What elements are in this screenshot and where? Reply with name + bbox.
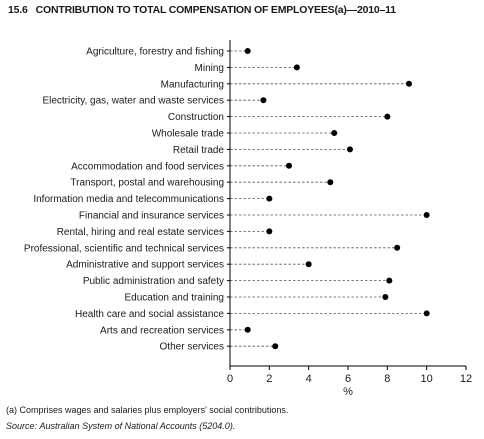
data-point [244,48,251,54]
category-label: Construction [168,112,224,123]
category-label: Arts and recreation services [100,325,224,336]
chart-title: 15.6 CONTRIBUTION TO TOTAL COMPENSATION O… [8,4,396,16]
x-axis: 0 2 4 6 8 10 12% [227,40,472,398]
data-point [272,343,279,350]
data-point [260,97,267,104]
x-tick-label: 8 [384,373,390,385]
category-label: Rental, hiring and real estate services [57,227,224,238]
source-text: Australian System of National Accounts (… [39,421,236,431]
data-point [266,228,273,235]
category-label: Professional, scientific and technical s… [24,243,224,254]
data-point [384,113,391,120]
category-label: Wholesale trade [152,129,225,140]
data-point [331,130,338,136]
data-point [293,64,300,71]
data-point [382,294,389,300]
category-label: Manufacturing [161,79,224,90]
leader-lines [230,50,427,347]
category-label: Agriculture, forestry and fishing [86,47,224,58]
x-tick-label: 2 [266,373,272,385]
data-point [423,212,430,218]
chart-number: 15.6 [8,4,28,16]
category-label: Accommodation and food services [71,161,224,172]
footnote-a: (a) Comprises wages and salaries plus em… [6,405,289,415]
chart-title-text: CONTRIBUTION TO TOTAL COMPENSATION OF EM… [35,4,396,16]
data-point [394,244,401,251]
source-label: Source: [6,421,38,431]
x-tick-label: 12 [460,373,472,385]
category-label: Administrative and support services [66,260,224,271]
data-point [405,80,412,87]
data-point [286,162,292,169]
category-label: Public administration and safety [83,276,224,287]
category-label: Information media and telecommunications [33,194,224,205]
data-point [346,146,353,153]
category-labels: Agriculture, forestry and fishing Mining M… [24,47,225,353]
source-note: Source: Australian System of National Ac… [6,421,235,431]
category-label: Electricity, gas, water and waste servic… [42,96,224,107]
category-label: Mining [195,63,224,74]
x-tick-label: 6 [345,373,351,385]
category-label: Transport, postal and warehousing [70,178,224,189]
x-tick-label: 4 [306,373,312,385]
data-point [423,310,430,317]
x-axis-label: % [343,386,353,398]
category-label: Financial and insurance services [79,211,224,222]
data-points [244,48,430,350]
data-point [244,326,251,333]
category-label: Health care and social assistance [75,309,224,320]
x-tick-label: 0 [227,373,233,385]
category-label: Other services [160,342,224,353]
x-tick-label: 10 [421,373,433,385]
data-point [266,195,273,202]
category-label: Education and training [124,293,224,304]
data-point [305,261,312,268]
category-label: Retail trade [173,145,225,156]
data-point [327,179,334,186]
data-point [386,277,393,284]
